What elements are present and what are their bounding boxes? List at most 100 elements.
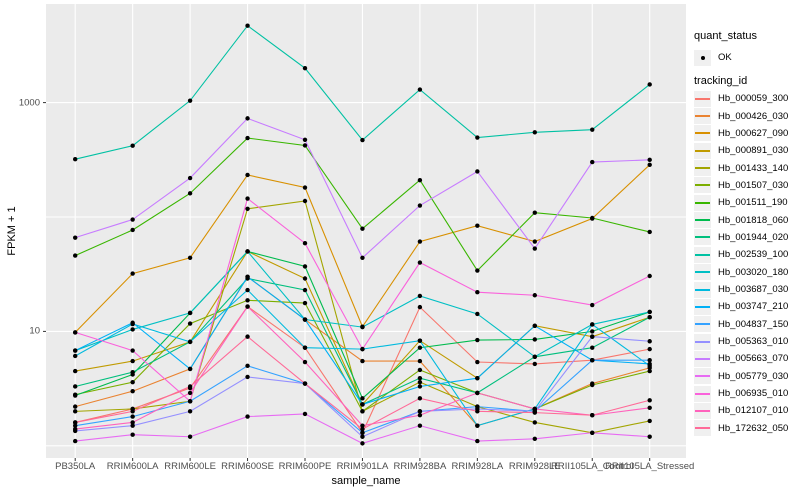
legend-key-swatch bbox=[694, 316, 711, 333]
data-point bbox=[73, 404, 78, 409]
data-point bbox=[360, 409, 365, 414]
data-point bbox=[302, 359, 308, 365]
x-tick-label-RRII105LA_Control: RRII105LA_Control bbox=[551, 461, 634, 472]
data-point bbox=[187, 255, 193, 260]
legend-item-label: Hb_003747_210 bbox=[718, 301, 789, 313]
data-point bbox=[302, 345, 308, 350]
data-point bbox=[475, 359, 480, 365]
data-point bbox=[130, 358, 135, 364]
legend-item-Hb_004837_150: Hb_004837_150 bbox=[694, 316, 788, 333]
data-point bbox=[73, 384, 78, 389]
data-point bbox=[647, 162, 652, 167]
data-point bbox=[245, 135, 250, 141]
data-point bbox=[360, 137, 365, 143]
data-point bbox=[417, 345, 423, 350]
data-point bbox=[590, 382, 595, 388]
data-point bbox=[130, 227, 135, 233]
legend-item-Hb_001511_190: Hb_001511_190 bbox=[694, 194, 788, 211]
data-point bbox=[302, 287, 308, 293]
data-point bbox=[532, 210, 537, 215]
data-point bbox=[417, 358, 423, 364]
legend-item-Hb_000627_090: Hb_000627_090 bbox=[694, 125, 788, 142]
data-point bbox=[245, 304, 250, 309]
legend-key-swatch bbox=[694, 385, 711, 402]
data-point bbox=[73, 420, 78, 425]
legend-line-icon bbox=[695, 357, 710, 360]
data-point bbox=[130, 348, 135, 353]
data-point bbox=[302, 198, 308, 204]
y-tick-label: 10 bbox=[29, 325, 40, 337]
x-axis-title: sample_name bbox=[331, 475, 401, 487]
data-point bbox=[590, 430, 595, 435]
data-point bbox=[532, 420, 537, 425]
data-point bbox=[417, 338, 423, 343]
data-point bbox=[532, 436, 537, 442]
data-point bbox=[475, 223, 480, 228]
data-point bbox=[417, 87, 423, 92]
data-point bbox=[360, 396, 365, 401]
legend-line-icon bbox=[695, 132, 710, 135]
legend-item-Hb_003020_180: Hb_003020_180 bbox=[694, 264, 788, 281]
data-point bbox=[245, 298, 250, 303]
y-axis-title: FPKM + 1 bbox=[6, 206, 18, 256]
data-point bbox=[417, 396, 423, 401]
legend-item-label: Hb_003020_180 bbox=[718, 266, 789, 278]
data-point bbox=[360, 434, 365, 439]
data-point bbox=[187, 191, 193, 196]
legend-key-swatch bbox=[694, 194, 711, 211]
legend-key-swatch bbox=[694, 264, 711, 281]
legend-item-label: Hb_006935_010 bbox=[718, 388, 789, 400]
data-point bbox=[302, 185, 308, 190]
data-point bbox=[647, 398, 652, 403]
data-point bbox=[590, 127, 595, 132]
data-point bbox=[73, 426, 78, 432]
legend-line-icon bbox=[695, 305, 710, 308]
data-point bbox=[302, 317, 308, 322]
data-point bbox=[360, 441, 365, 446]
data-point bbox=[475, 409, 480, 414]
data-point bbox=[532, 361, 537, 367]
data-point bbox=[187, 434, 193, 439]
legend-key-swatch bbox=[694, 420, 711, 437]
legend-item-Hb_003687_030: Hb_003687_030 bbox=[694, 281, 788, 298]
legend-item-Hb_002539_100: Hb_002539_100 bbox=[694, 246, 788, 263]
data-point bbox=[647, 346, 652, 352]
data-point bbox=[417, 203, 423, 208]
legend-line-icon bbox=[695, 201, 710, 204]
data-point bbox=[187, 98, 193, 103]
x-tick-label-RRIM600LE: RRIM600LE bbox=[164, 461, 216, 472]
legend-item-label: Hb_002539_100 bbox=[718, 249, 789, 261]
legend-tracking-id-title: tracking_id bbox=[694, 75, 748, 87]
data-point bbox=[302, 276, 308, 281]
legend-line-icon bbox=[695, 149, 710, 152]
data-point bbox=[245, 249, 250, 254]
legend-item-Hb_001944_020: Hb_001944_020 bbox=[694, 229, 788, 246]
data-point bbox=[532, 337, 537, 342]
legend-item-Hb_003747_210: Hb_003747_210 bbox=[694, 298, 788, 315]
data-point bbox=[417, 375, 423, 381]
legend-key-swatch bbox=[694, 350, 711, 367]
data-point bbox=[590, 329, 595, 334]
data-point bbox=[417, 423, 423, 428]
data-point bbox=[647, 405, 652, 410]
data-point bbox=[475, 268, 480, 273]
data-point bbox=[360, 324, 365, 330]
data-point bbox=[73, 423, 78, 428]
data-point bbox=[302, 264, 308, 269]
data-point bbox=[245, 23, 250, 28]
data-point bbox=[532, 239, 537, 244]
data-point bbox=[647, 273, 652, 279]
legend-item-Hb_001507_030: Hb_001507_030 bbox=[694, 177, 788, 194]
data-point bbox=[417, 413, 423, 418]
data-point bbox=[475, 375, 480, 381]
data-point bbox=[417, 409, 423, 414]
data-point bbox=[475, 337, 480, 343]
data-point bbox=[647, 358, 652, 363]
x-tick-label-RRII105LA_Stressed: RRII105LA_Stressed bbox=[605, 461, 695, 472]
data-point bbox=[475, 290, 480, 295]
legend-item-Hb_005363_010: Hb_005363_010 bbox=[694, 333, 788, 350]
data-point bbox=[647, 368, 652, 374]
legend-key-swatch bbox=[694, 402, 711, 419]
data-point bbox=[302, 65, 308, 71]
